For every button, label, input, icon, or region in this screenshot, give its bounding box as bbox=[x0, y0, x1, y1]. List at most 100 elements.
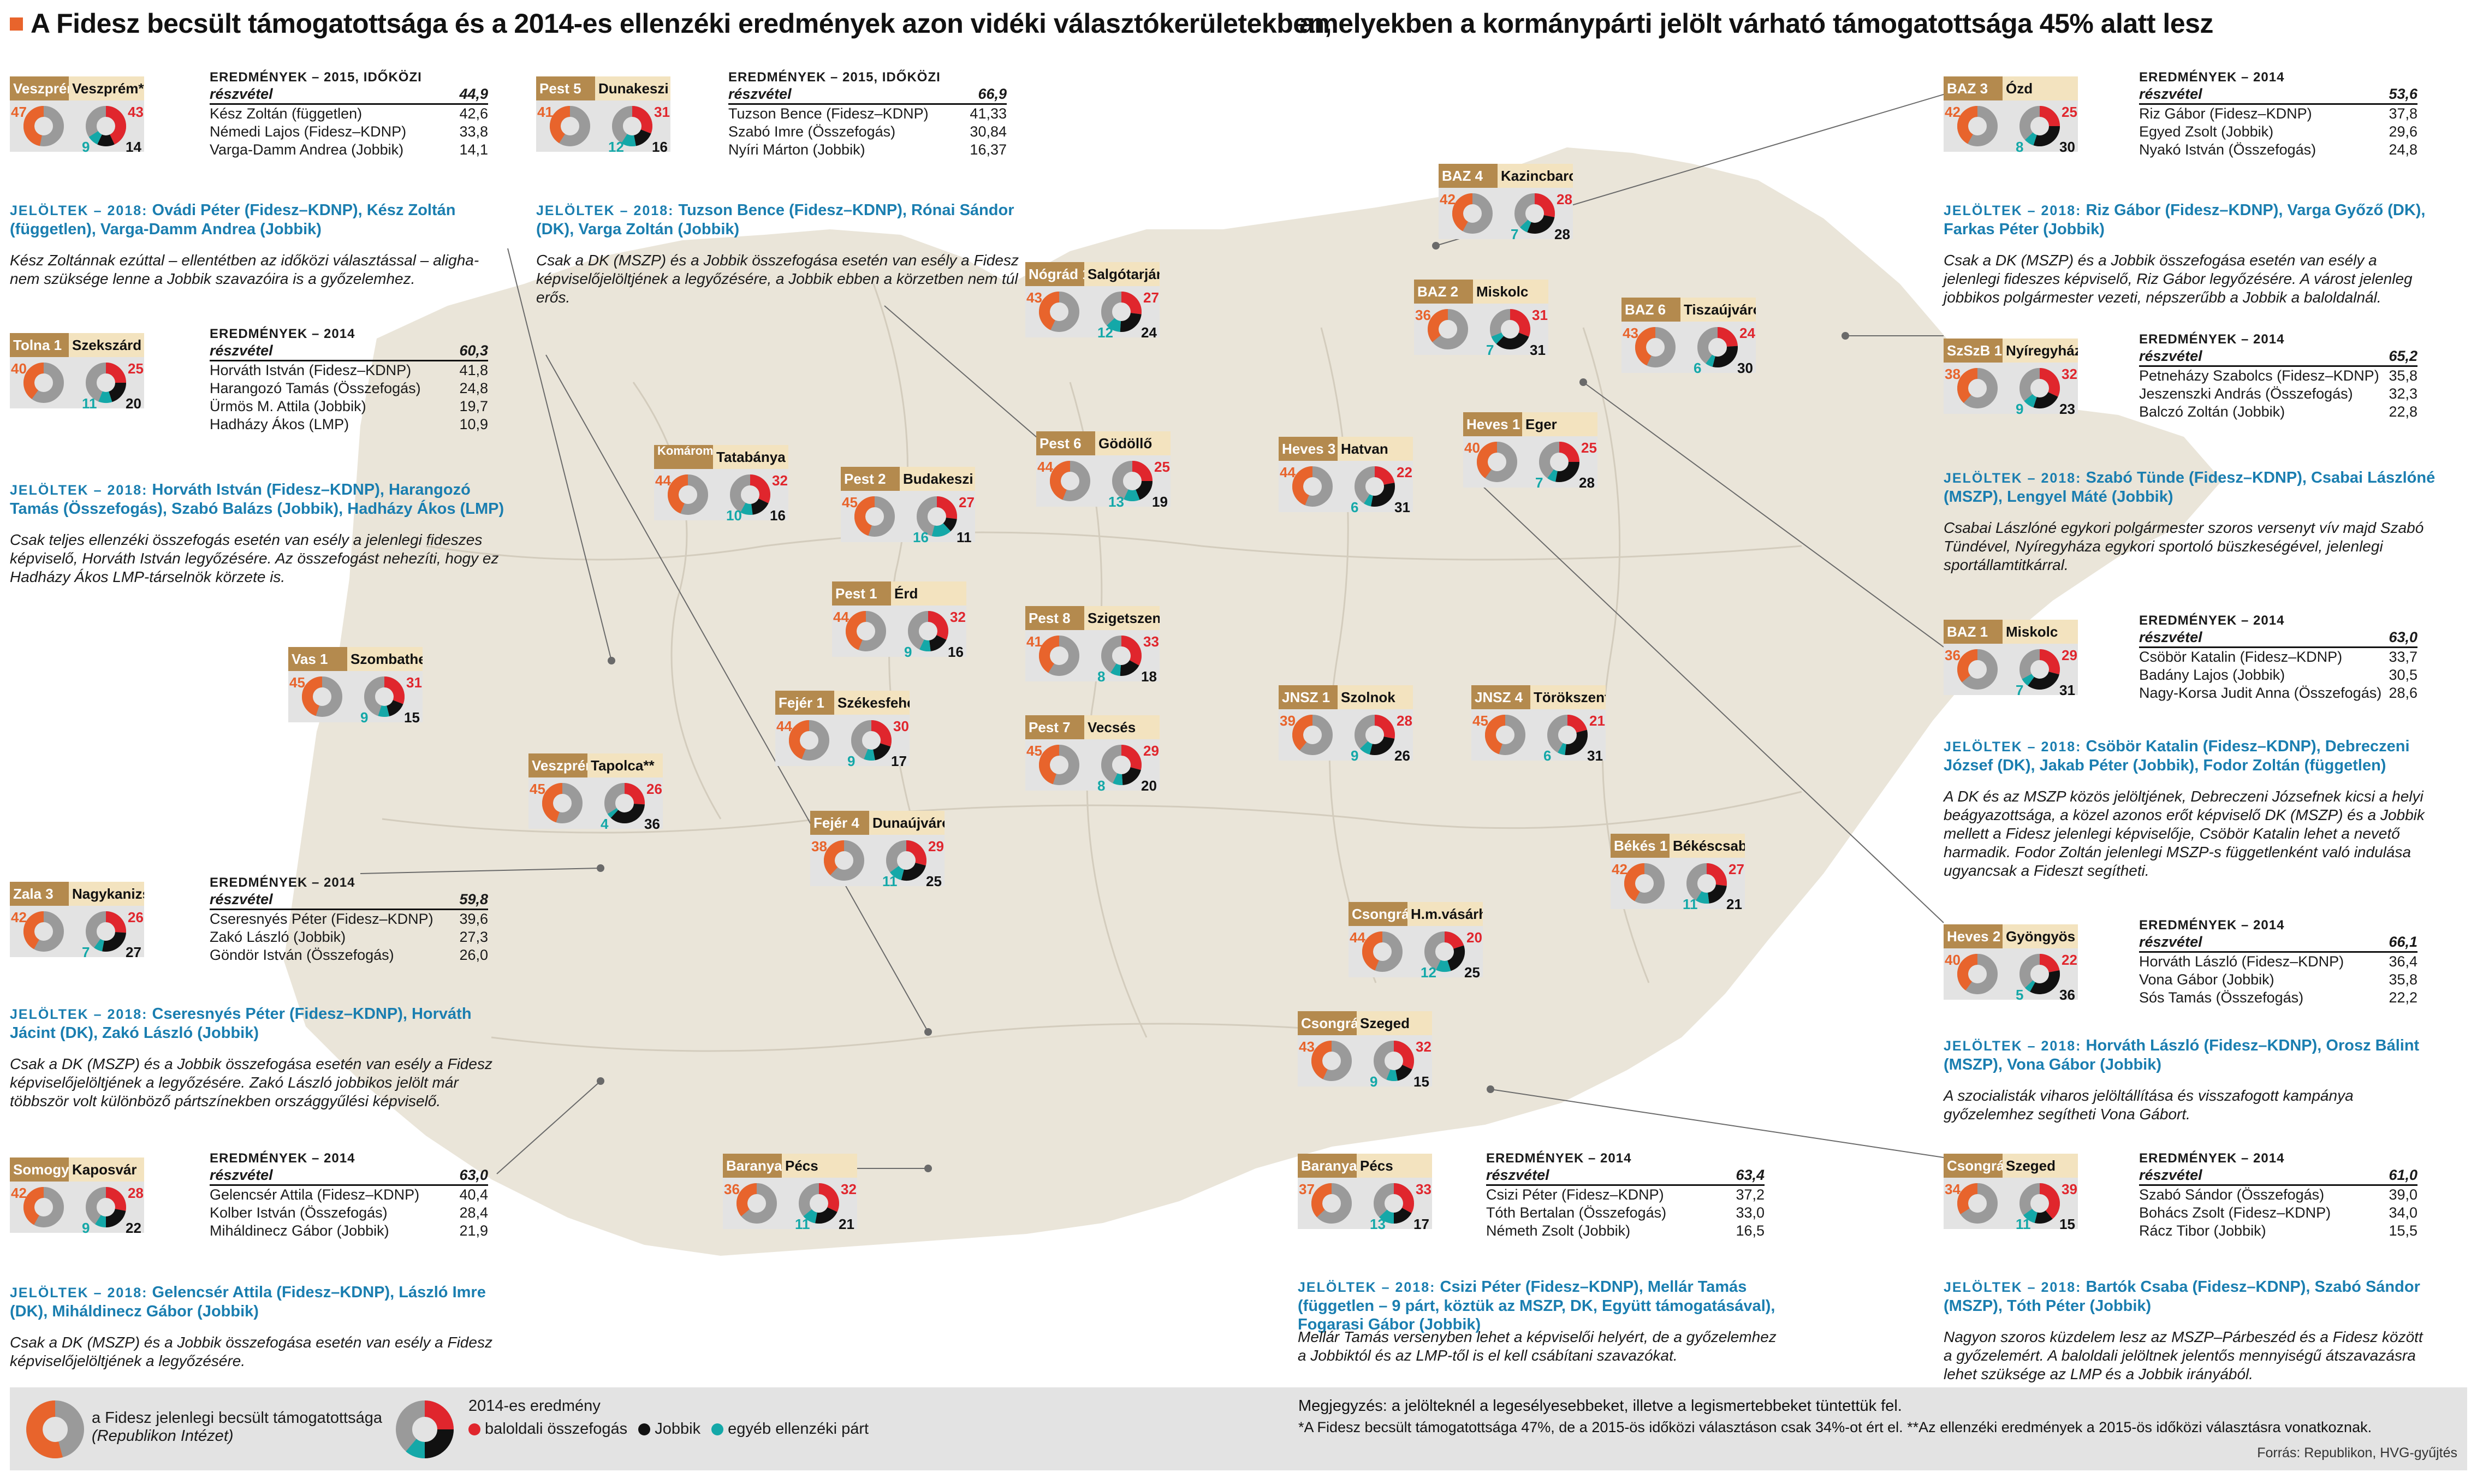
result-arc-left bbox=[1717, 327, 1738, 347]
district-code: Tolna 1 bbox=[10, 333, 69, 357]
candidates-kicker: JELÖLTEK – 2018: bbox=[1944, 203, 2082, 218]
result-row: Csizi Péter (Fidesz–KDNP) 37,2 bbox=[1486, 1186, 1765, 1204]
district-city: Szekszárd bbox=[72, 337, 142, 353]
district-city: H.m.vásárhely bbox=[1411, 906, 1483, 922]
turnout-label: részvétel bbox=[2139, 348, 2202, 364]
jobbik-value: 28 bbox=[1554, 226, 1570, 242]
district-city: Szeged bbox=[2006, 1157, 2056, 1174]
fidesz-arc bbox=[846, 611, 866, 650]
district-code: Veszprém 1 bbox=[10, 76, 69, 100]
district-donuts bbox=[736, 1183, 839, 1224]
district-donuts bbox=[1039, 292, 1142, 332]
result-donut bbox=[1101, 292, 1142, 332]
result-donut bbox=[1539, 442, 1579, 482]
result-arc-jobbik bbox=[2034, 1210, 2053, 1224]
result-row: Vona Gábor (Jobbik) 35,8 bbox=[2139, 971, 2417, 989]
candidate-result: 34,0 bbox=[2389, 1204, 2417, 1221]
other-value: 8 bbox=[2016, 139, 2024, 155]
result-row: Jeszenszki András (Összefogás) 32,3 bbox=[2139, 385, 2417, 403]
result-row: Gelencsér Attila (Fidesz–KDNP) 40,4 bbox=[210, 1186, 488, 1204]
left-value: 31 bbox=[1532, 307, 1548, 323]
candidate-name: Balczó Zoltán (Jobbik) bbox=[2139, 403, 2285, 420]
district-city: Szeged bbox=[1360, 1015, 1410, 1031]
district-city: Tapolca** bbox=[591, 757, 655, 774]
district-header: Csongrád 4H.m.vásárhely bbox=[1349, 902, 1483, 926]
fidesz-value: 40 bbox=[1464, 440, 1480, 456]
result-donut bbox=[1514, 193, 1555, 234]
result-arc-jobbik bbox=[901, 862, 926, 881]
jobbik-value: 17 bbox=[1413, 1216, 1429, 1232]
left-value: 24 bbox=[1739, 325, 1755, 341]
result-arc-jobbik bbox=[1120, 660, 1139, 676]
fidesz-arc bbox=[1050, 461, 1071, 500]
jobbik-value: 28 bbox=[1579, 474, 1595, 491]
result-row: Némedi Lajos (Fidesz–KDNP) 33,8 bbox=[210, 123, 488, 141]
fidesz-value: 38 bbox=[1945, 366, 1961, 382]
other-value: 9 bbox=[82, 1220, 90, 1236]
district-city: Gödöllő bbox=[1098, 435, 1153, 452]
result-arc-other bbox=[1379, 1209, 1394, 1224]
fidesz-arc bbox=[23, 106, 44, 146]
fidesz-donut bbox=[1957, 368, 1998, 408]
candidate-result: 33,7 bbox=[2389, 649, 2417, 665]
result-donut bbox=[604, 783, 645, 823]
result-arc-other bbox=[98, 391, 112, 403]
result-donut bbox=[86, 911, 126, 952]
candidate-name: Némedi Lajos (Fidesz–KDNP) bbox=[210, 123, 407, 140]
district-donuts bbox=[789, 720, 892, 761]
fidesz-value: 40 bbox=[1945, 952, 1961, 968]
candidate-name: Csizi Péter (Fidesz–KDNP) bbox=[1486, 1186, 1664, 1203]
result-row: Göndör István (Összefogás) 26,0 bbox=[210, 946, 488, 964]
other-value: 11 bbox=[795, 1216, 810, 1232]
fidesz-value: 47 bbox=[11, 104, 27, 120]
result-arc-left bbox=[1393, 1183, 1414, 1213]
fidesz-donut bbox=[1050, 461, 1090, 501]
candidate-name: Szabó Sándor (Összefogás) bbox=[2139, 1186, 2325, 1203]
result-arc-other bbox=[1558, 743, 1567, 755]
district-card-tolna-1: Tolna 1 Szekszárd 40 25 11 20 bbox=[10, 333, 144, 411]
jobbik-value: 16 bbox=[770, 507, 786, 524]
result-arc-left bbox=[1374, 466, 1395, 485]
result-arc-left bbox=[1121, 636, 1142, 666]
other-value: 12 bbox=[608, 139, 624, 155]
left-value: 30 bbox=[893, 718, 909, 734]
result-donut bbox=[1112, 461, 1153, 501]
fidesz-donut bbox=[550, 106, 590, 146]
district-city: Törökszentmiklós bbox=[1534, 689, 1606, 705]
result-donut bbox=[799, 1183, 839, 1224]
result-row: Szabó Imre (Összefogás) 30,84 bbox=[728, 123, 1007, 141]
result-row: Hadházy Ákos (LMP) 10,9 bbox=[210, 415, 488, 434]
other-value: 9 bbox=[360, 709, 369, 726]
district-donuts bbox=[1477, 442, 1579, 482]
result-table: EREDMÉNYEK – 2014 részvétel 63,4 Csizi Péte… bbox=[1486, 1151, 1765, 1240]
district-city: Dunaújváros bbox=[872, 815, 945, 831]
left-value: 27 bbox=[959, 494, 975, 511]
left-value: 25 bbox=[2062, 104, 2077, 120]
other-value: 11 bbox=[882, 873, 898, 889]
district-donuts bbox=[1624, 863, 1727, 904]
district-header: JNSZ 4Törökszentmiklós bbox=[1471, 685, 1606, 709]
result-arc-other bbox=[1110, 663, 1121, 676]
district-header: Pest 1 Érd bbox=[832, 581, 966, 606]
district-code: Heves 1 bbox=[1463, 412, 1522, 436]
fidesz-value: 42 bbox=[11, 909, 27, 925]
district-header: BAZ 3 Ózd bbox=[1944, 76, 2078, 100]
fidesz-arc bbox=[1311, 1041, 1332, 1079]
result-row: Varga-Damm Andrea (Jobbik) 14,1 bbox=[210, 141, 488, 159]
candidates-list: Horváth László (Fidesz–KDNP), Orosz Báli… bbox=[1944, 1037, 2420, 1073]
left-value: 22 bbox=[1397, 464, 1412, 480]
left-value: 32 bbox=[950, 609, 966, 625]
fidesz-value: 45 bbox=[1026, 743, 1042, 759]
legend: a Fidesz jelenlegi becsült támogatottság… bbox=[10, 1387, 2467, 1470]
candidates-list: Szabó Tünde (Fidesz–KDNP), Csabai László… bbox=[1944, 469, 2436, 506]
legend-result-donut bbox=[396, 1400, 454, 1458]
turnout-row: részvétel 60,3 bbox=[210, 342, 488, 361]
legend-jobbik-dot bbox=[638, 1423, 651, 1435]
result-arc-left bbox=[2039, 649, 2060, 675]
result-arc-left bbox=[1374, 715, 1395, 739]
candidate-result: 22,8 bbox=[2389, 403, 2417, 420]
fidesz-donut bbox=[1957, 1183, 1998, 1224]
candidate-result: 21,9 bbox=[459, 1222, 488, 1239]
candidate-name: Szabó Imre (Összefogás) bbox=[728, 123, 896, 140]
result-arc-other bbox=[1520, 219, 1532, 233]
